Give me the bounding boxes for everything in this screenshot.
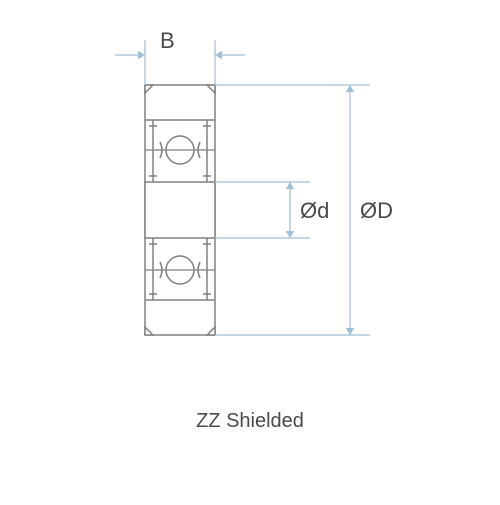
bearing-cross-section <box>145 85 215 335</box>
dim-label-B: B <box>160 28 175 53</box>
dim-label-D: ØD <box>360 198 393 223</box>
dim-label-d: Ød <box>300 198 329 223</box>
diagram-canvas: B Ød ØD ZZ Shielded <box>0 0 500 500</box>
diagram-caption: ZZ Shielded <box>0 410 500 433</box>
